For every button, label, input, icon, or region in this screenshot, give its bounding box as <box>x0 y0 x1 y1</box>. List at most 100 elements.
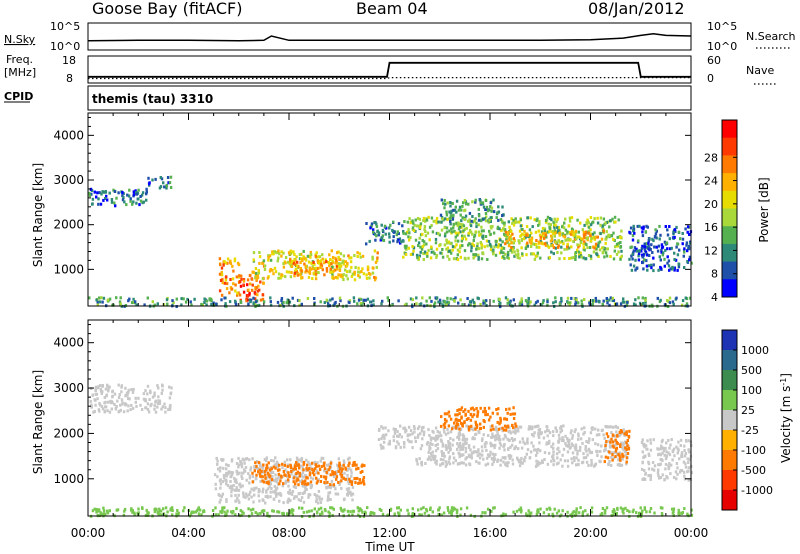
echo-cell <box>288 262 291 266</box>
echo-cell <box>407 228 410 232</box>
echo-cell <box>618 451 622 455</box>
echo-cell <box>398 237 402 241</box>
echo-cell <box>346 277 349 281</box>
freq-panel <box>87 55 692 84</box>
echo-cell <box>106 509 109 513</box>
echo-cell <box>392 220 395 224</box>
echo-cell <box>562 424 565 428</box>
echo-cell <box>463 227 466 231</box>
echo-cell <box>647 241 650 245</box>
echo-cell <box>344 268 347 272</box>
echo-cell <box>654 228 657 232</box>
echo-cell <box>331 297 334 301</box>
echo-cell <box>458 427 461 431</box>
echo-cell <box>425 299 428 303</box>
power-colorbar-tick-label: 20 <box>704 198 718 211</box>
echo-cell <box>437 508 440 512</box>
echo-cell <box>369 300 372 304</box>
echo-cell <box>684 452 688 455</box>
echo-cell <box>624 446 627 450</box>
echo-cell <box>507 454 510 458</box>
echo-cell <box>598 248 602 252</box>
echo-cell <box>620 430 623 434</box>
echo-cell <box>680 452 684 456</box>
echo-cell <box>365 242 368 246</box>
echo-cell <box>108 297 112 301</box>
echo-cell <box>463 421 466 425</box>
echo-cell <box>570 232 573 236</box>
echo-cell <box>349 468 353 472</box>
echo-cell <box>618 456 622 460</box>
echo-cell <box>402 255 405 259</box>
echo-cell <box>250 487 253 491</box>
echo-cell <box>645 224 648 228</box>
echo-cell <box>362 476 366 479</box>
echo-cell <box>293 476 296 480</box>
echo-cell <box>514 430 517 434</box>
echo-cell <box>453 299 456 303</box>
echo-cell <box>240 277 243 281</box>
echo-cell <box>405 302 408 306</box>
echo-cell <box>522 237 526 241</box>
echo-cell <box>583 298 586 301</box>
echo-cell <box>243 458 246 462</box>
echo-cell <box>462 461 465 465</box>
echo-cell <box>550 218 553 222</box>
echo-cell <box>293 253 296 257</box>
power-colorbar-tick-label: 16 <box>704 221 718 234</box>
echo-cell <box>100 192 103 196</box>
echo-cell <box>416 217 420 220</box>
echo-cell <box>557 461 560 465</box>
echo-cell <box>108 509 111 513</box>
echo-cell <box>338 258 342 261</box>
echo-cell <box>531 225 534 229</box>
echo-cell <box>578 235 581 239</box>
power-colorbar-swatch <box>722 137 737 156</box>
echo-cell <box>615 430 618 434</box>
y-tick-label: 1000 <box>53 262 84 276</box>
echo-cell <box>259 280 262 284</box>
echo-cell <box>221 281 224 285</box>
echo-cell <box>289 258 292 262</box>
echo-cell <box>553 222 556 226</box>
echo-cell <box>88 191 91 195</box>
echo-cell <box>480 439 484 442</box>
echo-cell <box>482 419 485 422</box>
echo-cell <box>298 253 302 256</box>
echo-cell <box>223 506 226 510</box>
echo-cell <box>397 434 400 438</box>
echo-cell <box>277 276 280 280</box>
x-tick-label: 08:00 <box>272 526 307 540</box>
echo-cell <box>93 507 96 511</box>
echo-cell <box>571 443 575 447</box>
echo-cell <box>593 231 596 235</box>
echo-cell <box>601 507 605 510</box>
echo-cell <box>96 191 99 195</box>
echo-cell <box>660 444 663 448</box>
echo-cell <box>407 235 410 239</box>
echo-cell <box>99 388 103 391</box>
echo-cell <box>653 464 657 468</box>
echo-cell <box>140 193 144 197</box>
echo-cell <box>392 427 395 431</box>
echo-cell <box>315 476 318 480</box>
echo-cell <box>319 259 323 263</box>
echo-cell <box>484 410 487 414</box>
echo-cell <box>238 483 241 487</box>
echo-cell <box>360 303 363 307</box>
echo-cell <box>484 235 488 238</box>
echo-cell <box>530 511 533 515</box>
echo-cell <box>434 296 437 300</box>
echo-cell <box>419 302 423 306</box>
echo-cell <box>576 462 580 466</box>
echo-cell <box>641 230 644 234</box>
echo-cell <box>126 393 129 397</box>
echo-cell <box>603 449 606 453</box>
freq-tick-high: 18 <box>62 54 76 67</box>
echo-cell <box>256 467 259 471</box>
echo-cell <box>586 218 589 222</box>
echo-cell <box>374 260 378 264</box>
echo-cell <box>408 217 411 221</box>
echo-cell <box>574 252 577 256</box>
echo-cell <box>682 254 685 258</box>
